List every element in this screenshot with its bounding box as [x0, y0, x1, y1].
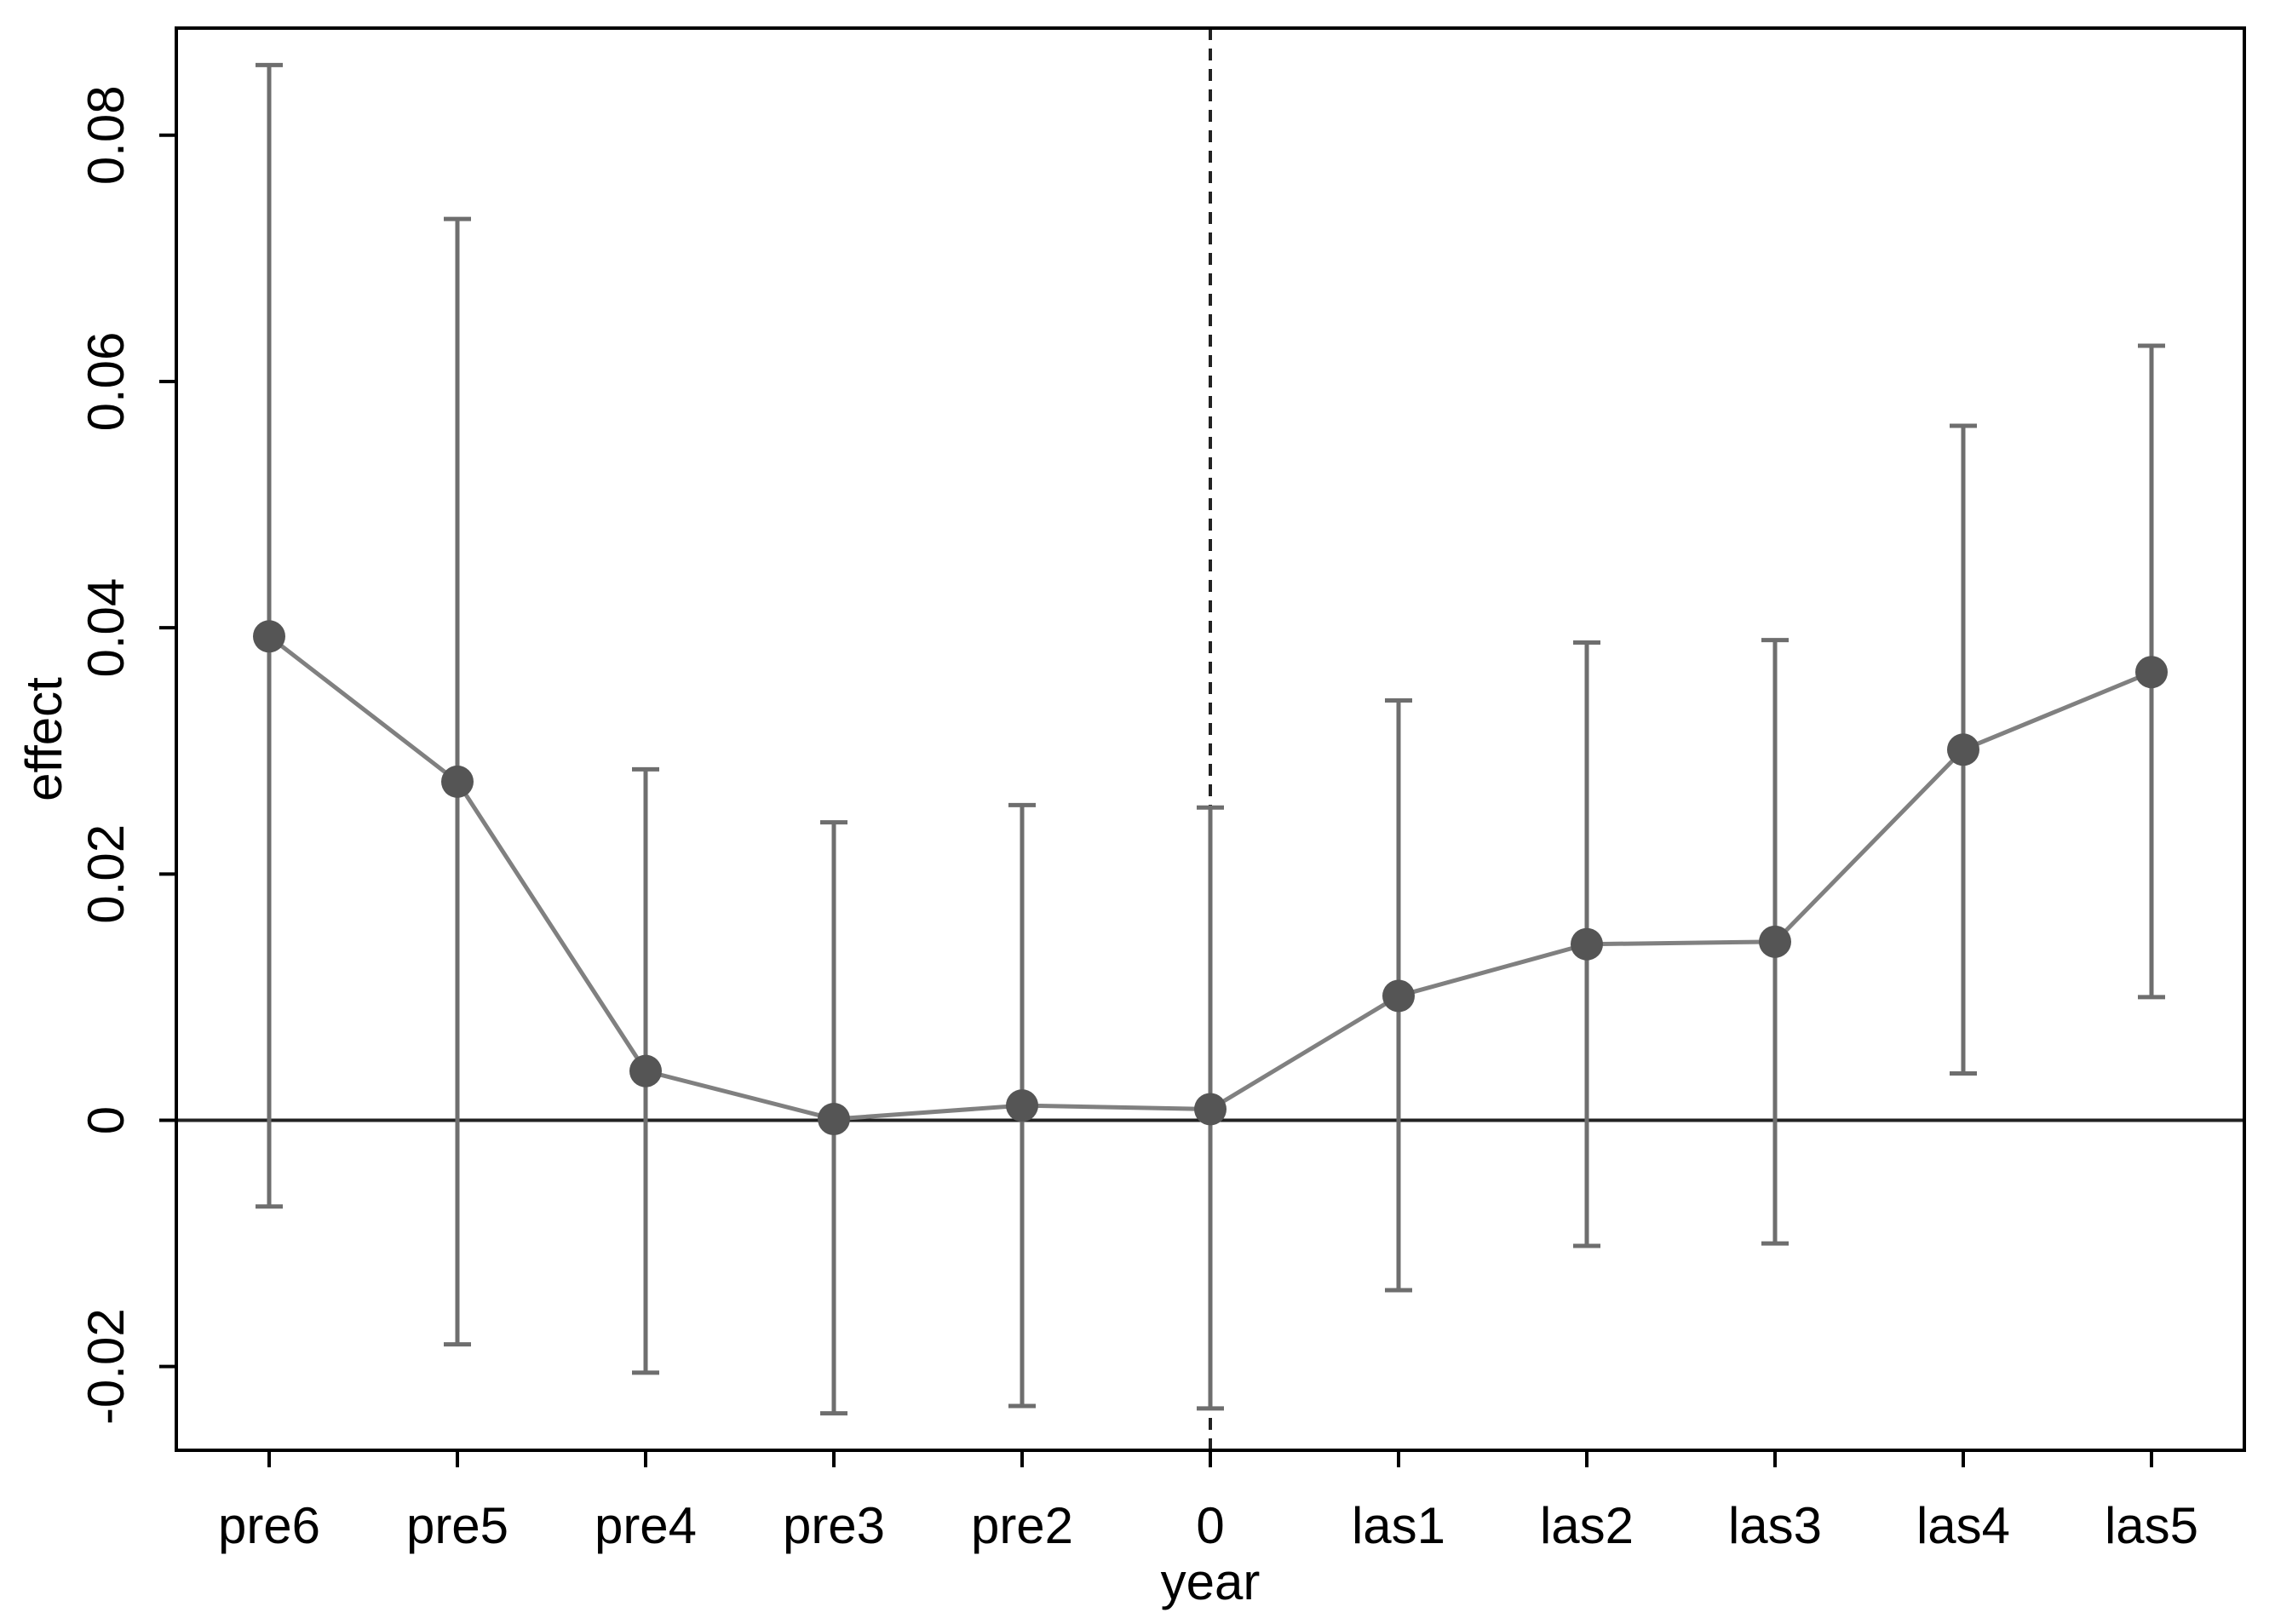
- data-point: [1759, 925, 1791, 958]
- y-tick-label: 0: [78, 1106, 135, 1134]
- data-point: [629, 1054, 662, 1087]
- x-tick-label: las1: [1352, 1497, 1445, 1554]
- x-tick-label: las2: [1540, 1497, 1634, 1554]
- data-point: [1947, 733, 1979, 766]
- x-tick-label: pre2: [971, 1497, 1073, 1554]
- x-tick-label: las5: [2105, 1497, 2198, 1554]
- data-point: [1194, 1093, 1227, 1126]
- data-point: [1571, 927, 1603, 961]
- y-tick-label: 0.08: [78, 85, 135, 185]
- data-point: [1382, 979, 1415, 1013]
- y-tick-label: -0.02: [78, 1308, 135, 1425]
- data-point: [2135, 656, 2168, 689]
- x-tick-label: pre3: [783, 1497, 885, 1554]
- x-tick-label: pre5: [406, 1497, 508, 1554]
- data-point: [253, 620, 285, 653]
- x-tick-label: las4: [1916, 1497, 2010, 1554]
- data-point: [1006, 1089, 1038, 1122]
- x-tick-label: pre4: [595, 1497, 697, 1554]
- x-tick-label: 0: [1196, 1497, 1224, 1554]
- y-tick-label: 0.04: [78, 578, 135, 678]
- plot-area: [176, 28, 2244, 1450]
- data-point: [818, 1103, 850, 1136]
- y-axis: -0.02 0 0.02 0.04 0.06 0.08: [78, 85, 176, 1425]
- x-tick-label: las3: [1728, 1497, 1822, 1554]
- y-tick-label: 0.06: [78, 332, 135, 432]
- data-point: [441, 765, 474, 798]
- x-tick-label: pre6: [218, 1497, 320, 1554]
- x-axis: pre6 pre5 pre4 pre3 pre2 0 las1 las2 las3 las4 las…: [218, 1450, 2198, 1554]
- x-axis-title: year: [1161, 1553, 1261, 1610]
- y-axis-title: effect: [15, 677, 72, 801]
- y-tick-label: 0.02: [78, 824, 135, 924]
